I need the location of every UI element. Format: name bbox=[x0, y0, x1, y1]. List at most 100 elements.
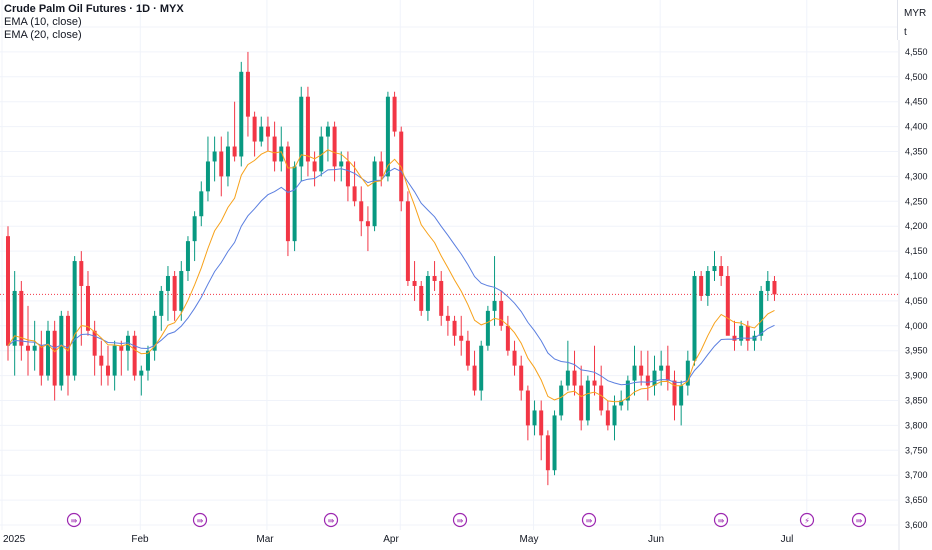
event-icon[interactable] bbox=[452, 512, 468, 528]
candle-body[interactable] bbox=[485, 310, 490, 346]
candle-body[interactable] bbox=[212, 151, 217, 162]
candle-body[interactable] bbox=[725, 276, 730, 336]
candle-body[interactable] bbox=[159, 290, 164, 316]
candle-body[interactable] bbox=[179, 271, 184, 311]
candle-body[interactable] bbox=[12, 290, 17, 346]
candle-body[interactable] bbox=[532, 410, 537, 426]
event-icon[interactable] bbox=[851, 512, 867, 528]
candle-body[interactable] bbox=[405, 201, 410, 281]
candle-body[interactable] bbox=[372, 161, 377, 227]
candle-body[interactable] bbox=[432, 276, 437, 281]
candle-body[interactable] bbox=[539, 410, 544, 436]
candle-body[interactable] bbox=[265, 126, 270, 137]
candle-body[interactable] bbox=[332, 126, 337, 167]
candle-body[interactable] bbox=[605, 410, 610, 426]
candle-body[interactable] bbox=[472, 365, 477, 391]
candle-body[interactable] bbox=[145, 350, 150, 371]
candle-body[interactable] bbox=[585, 380, 590, 421]
candle-body[interactable] bbox=[52, 330, 57, 386]
candle-body[interactable] bbox=[765, 280, 770, 291]
candle-body[interactable] bbox=[679, 385, 684, 406]
candle-body[interactable] bbox=[252, 116, 257, 142]
candle-body[interactable] bbox=[705, 271, 710, 296]
candle-body[interactable] bbox=[412, 280, 417, 286]
event-icon[interactable] bbox=[323, 512, 339, 528]
ema10-legend[interactable]: EMA (10, close) bbox=[4, 16, 82, 28]
candle-body[interactable] bbox=[745, 325, 750, 341]
candle-body[interactable] bbox=[132, 335, 137, 376]
candle-body[interactable] bbox=[625, 380, 630, 401]
candle-body[interactable] bbox=[6, 236, 10, 346]
candle-body[interactable] bbox=[685, 360, 690, 386]
candle-body[interactable] bbox=[185, 241, 190, 272]
candle-body[interactable] bbox=[379, 161, 384, 177]
candle-body[interactable] bbox=[665, 365, 670, 381]
candle-body[interactable] bbox=[759, 290, 764, 336]
candle-body[interactable] bbox=[659, 365, 664, 371]
candle-body[interactable] bbox=[385, 96, 390, 177]
event-icon[interactable] bbox=[192, 512, 208, 528]
candle-body[interactable] bbox=[505, 325, 510, 351]
candle-body[interactable] bbox=[312, 161, 317, 172]
candle-body[interactable] bbox=[519, 365, 524, 391]
candle-body[interactable] bbox=[565, 370, 570, 386]
event-icon[interactable] bbox=[66, 512, 82, 528]
candle-body[interactable] bbox=[692, 276, 697, 361]
candle-body[interactable] bbox=[239, 71, 244, 157]
candle-body[interactable] bbox=[479, 345, 484, 391]
candle-body[interactable] bbox=[545, 435, 550, 471]
candle-body[interactable] bbox=[639, 365, 644, 376]
candle-body[interactable] bbox=[439, 280, 444, 316]
candle-body[interactable] bbox=[572, 370, 577, 386]
candle-body[interactable] bbox=[772, 280, 777, 295]
candle-body[interactable] bbox=[345, 161, 350, 187]
candle-body[interactable] bbox=[165, 276, 170, 291]
candle-body[interactable] bbox=[359, 201, 364, 222]
candle-body[interactable] bbox=[732, 335, 737, 341]
candle-body[interactable] bbox=[219, 151, 224, 177]
candle-body[interactable] bbox=[25, 345, 30, 351]
candle-body[interactable] bbox=[19, 290, 24, 346]
candle-body[interactable] bbox=[339, 161, 344, 167]
ema20-legend[interactable]: EMA (20, close) bbox=[4, 29, 82, 41]
candle-body[interactable] bbox=[672, 380, 677, 406]
candle-body[interactable] bbox=[719, 266, 724, 276]
candle-body[interactable] bbox=[592, 380, 597, 386]
candle-body[interactable] bbox=[319, 136, 324, 172]
candle-body[interactable] bbox=[325, 126, 330, 137]
candle-body[interactable] bbox=[172, 276, 177, 311]
candle-body[interactable] bbox=[152, 315, 157, 351]
candle-body[interactable] bbox=[492, 300, 497, 311]
candle-body[interactable] bbox=[232, 146, 237, 157]
candle-body[interactable] bbox=[99, 355, 104, 366]
candle-body[interactable] bbox=[712, 266, 717, 272]
candle-body[interactable] bbox=[85, 285, 90, 331]
candle-body[interactable] bbox=[32, 345, 37, 351]
candle-body[interactable] bbox=[645, 375, 650, 386]
candle-body[interactable] bbox=[272, 136, 277, 162]
price-scale-header[interactable]: MYR t bbox=[897, 0, 932, 40]
candle-body[interactable] bbox=[445, 315, 450, 321]
candle-body[interactable] bbox=[632, 365, 637, 381]
candle-body[interactable] bbox=[419, 285, 424, 311]
candle-body[interactable] bbox=[452, 320, 457, 336]
candle-body[interactable] bbox=[139, 370, 144, 376]
candle-body[interactable] bbox=[65, 315, 70, 376]
candle-body[interactable] bbox=[739, 325, 744, 341]
candle-body[interactable] bbox=[205, 161, 210, 192]
candle-body[interactable] bbox=[299, 96, 304, 167]
candle-body[interactable] bbox=[425, 276, 430, 311]
candle-body[interactable] bbox=[199, 191, 204, 217]
candle-body[interactable] bbox=[192, 216, 197, 242]
candle-body[interactable] bbox=[279, 146, 284, 162]
candle-body[interactable] bbox=[305, 96, 310, 162]
event-icon[interactable] bbox=[581, 512, 597, 528]
candle-body[interactable] bbox=[79, 261, 84, 286]
candle-body[interactable] bbox=[499, 300, 504, 326]
candle-body[interactable] bbox=[105, 365, 110, 376]
candle-body[interactable] bbox=[579, 385, 584, 421]
candle-body[interactable] bbox=[392, 96, 397, 132]
candle-body[interactable] bbox=[512, 350, 517, 366]
candle-body[interactable] bbox=[365, 221, 370, 227]
candle-body[interactable] bbox=[552, 415, 557, 471]
